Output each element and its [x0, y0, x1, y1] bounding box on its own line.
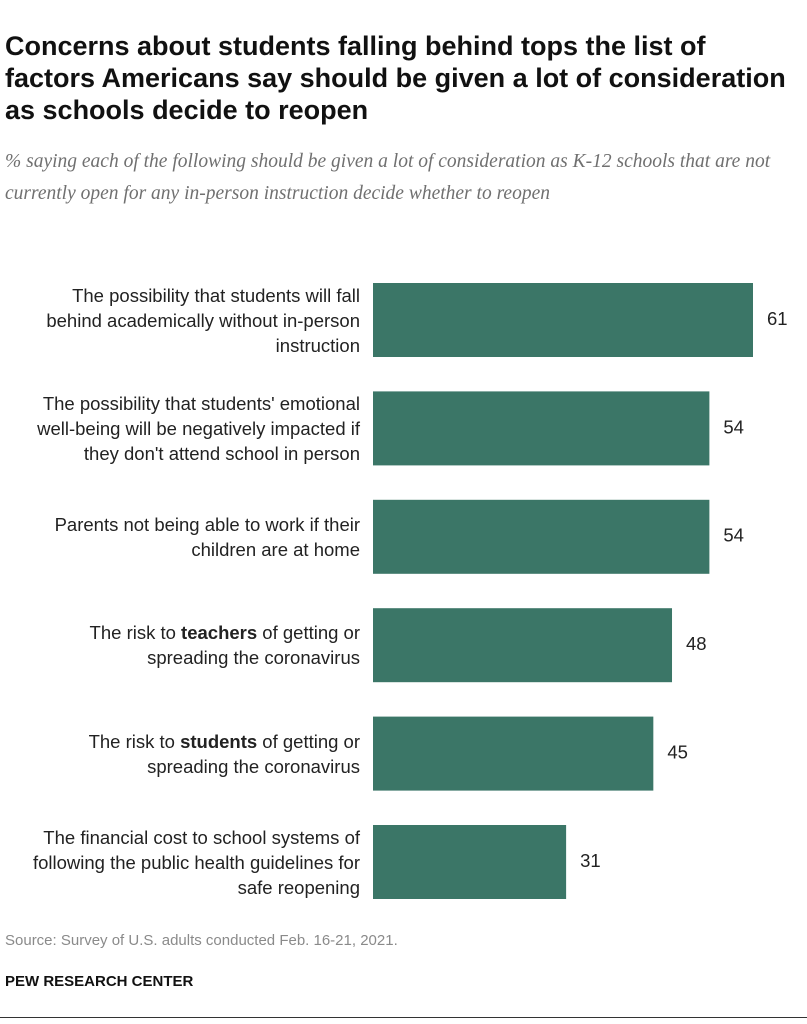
bar	[373, 716, 654, 791]
category-label: The possibility that students' emotional…	[37, 392, 360, 464]
bottom-rule	[0, 1017, 807, 1018]
value-label: 31	[580, 850, 601, 871]
value-label: 54	[723, 525, 744, 546]
chart-title: Concerns about students falling behind t…	[5, 31, 786, 125]
bar	[373, 391, 710, 466]
category-label: The financial cost to school systems of …	[32, 826, 360, 898]
category-label: The possibility that students will fall …	[46, 284, 360, 356]
emphasis: students	[180, 730, 258, 752]
chart-subtitle: % saying each of the following should be…	[5, 151, 771, 204]
value-label: 54	[723, 416, 744, 437]
emphasis: teachers	[181, 622, 258, 644]
category-label: The risk to students of getting or sprea…	[88, 730, 360, 777]
bar	[373, 499, 710, 574]
value-label: 48	[686, 633, 707, 654]
bar	[373, 608, 673, 683]
chart: 61 54 54 48 45 31	[373, 283, 788, 899]
bar	[373, 283, 753, 357]
bar	[373, 825, 567, 899]
credit: PEW RESEARCH CENTER	[5, 973, 194, 990]
value-label: 45	[667, 741, 688, 762]
category-label: The risk to teachers of getting or sprea…	[89, 622, 360, 669]
source-note: Source: Survey of U.S. adults conducted …	[5, 932, 398, 949]
category-label: Parents not being able to work if their …	[54, 513, 360, 560]
value-label: 61	[767, 308, 788, 329]
